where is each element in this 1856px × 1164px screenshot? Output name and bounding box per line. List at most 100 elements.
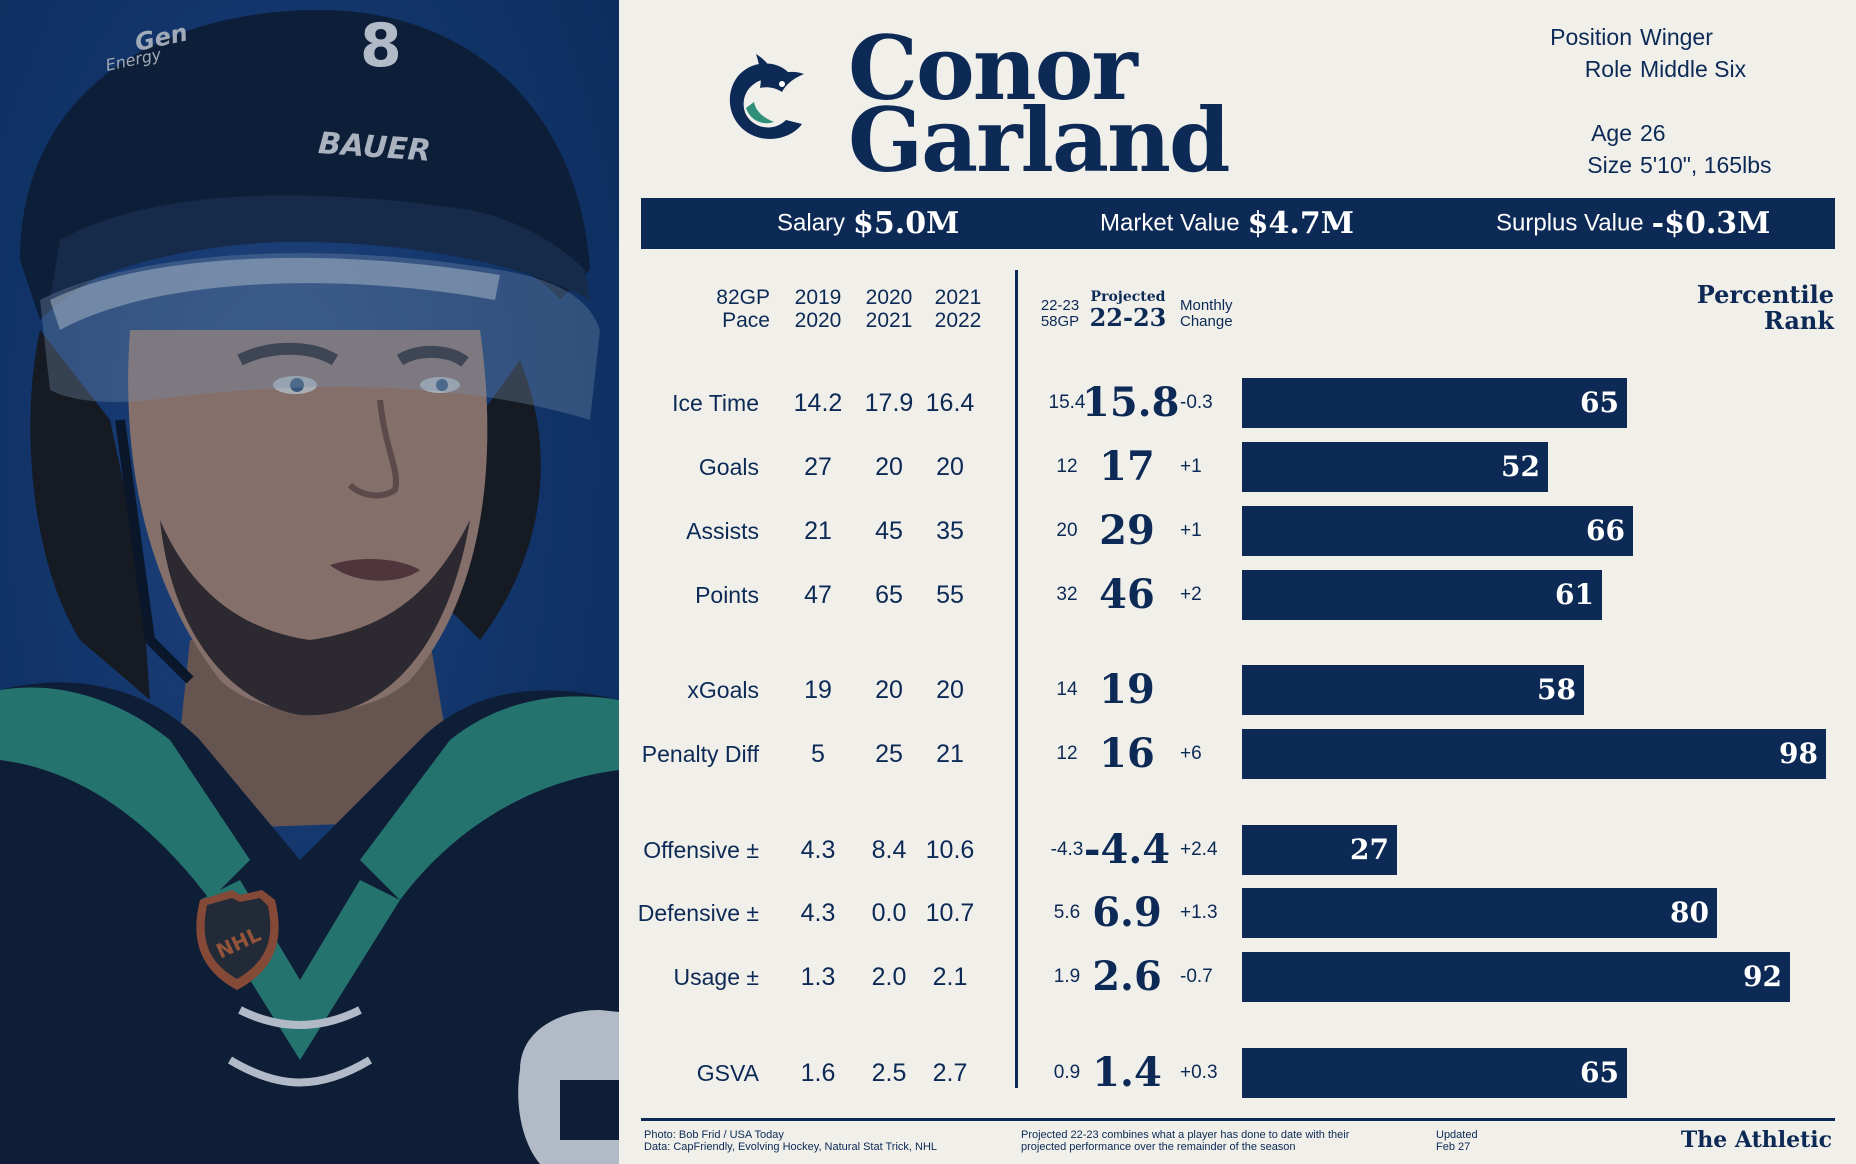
percentile-value: 52 (1501, 450, 1540, 483)
footer-updated-label: Updated (1436, 1129, 1478, 1141)
stat-projected: 6.9 (1092, 889, 1162, 936)
nhl-shield-icon: NHL (196, 890, 279, 990)
stat-row: Assists 21 45 35 20 29 +1 66 (0, 506, 1856, 556)
percentile-value: 80 (1670, 896, 1709, 929)
header-projected-small: Projected (1090, 289, 1166, 305)
position-label: Position (1550, 24, 1632, 50)
role-value: Middle Six (1640, 56, 1747, 82)
header-percentile-rank: Percentile Rank (1697, 282, 1834, 334)
salary-item: Salary $5.0M (777, 206, 959, 241)
stat-label: Defensive ± (637, 900, 759, 926)
footer-updated: Updated Feb 27 (1436, 1129, 1478, 1153)
stat-2019-2020: 4.3 (800, 899, 836, 927)
header-season-2019: 2019 2020 (783, 286, 853, 332)
stat-label: Penalty Diff (641, 741, 759, 767)
stat-current: 32 (1056, 584, 1078, 605)
stat-2020-2021: 20 (875, 676, 903, 704)
stat-row: xGoals 19 20 20 14 19 58 (0, 665, 1856, 715)
header-pace-line1: 82GP (716, 286, 770, 309)
stat-label: Assists (686, 518, 759, 544)
stat-2019-2020: 5 (811, 740, 825, 768)
stat-projected: 19 (1099, 666, 1155, 713)
stat-monthly-change: +1.3 (1180, 902, 1218, 923)
stat-2021-2022: 55 (936, 581, 964, 609)
percentile-bar: 92 (1242, 952, 1790, 1002)
stat-current: -4.3 (1050, 839, 1084, 860)
stat-current: 1.9 (1053, 966, 1081, 987)
stat-row: Offensive ± 4.3 8.4 10.6 -4.3 -4.4 +2.4 27 (0, 825, 1856, 875)
header-monthly-line2: Change (1180, 313, 1233, 330)
percentile-value: 58 (1537, 673, 1576, 706)
stat-row: Defensive ± 4.3 0.0 10.7 5.6 6.9 +1.3 80 (0, 888, 1856, 938)
stat-monthly-change: +2.4 (1180, 839, 1218, 860)
stat-2019-2020: 1.6 (800, 1059, 836, 1087)
header-current: 22-23 58GP (1030, 298, 1090, 330)
size-label: Size (1587, 152, 1632, 178)
percentile-bar: 66 (1242, 506, 1633, 556)
stat-current: 12 (1056, 743, 1078, 764)
stat-monthly-change: -0.7 (1180, 966, 1213, 987)
age-value: 26 (1640, 120, 1666, 146)
stat-2019-2020: 19 (804, 676, 832, 704)
size-value: 5'10", 165lbs (1640, 152, 1772, 178)
percentile-value: 65 (1580, 1056, 1619, 1089)
stat-row: Penalty Diff 5 25 21 12 16 +6 98 (0, 729, 1856, 779)
stat-current: 15.4 (1048, 392, 1086, 413)
header-season-2020: 2020 2021 (854, 286, 924, 332)
percentile-bar: 27 (1242, 825, 1397, 875)
percentile-value: 92 (1743, 960, 1782, 993)
header-projected: 22-23 (1089, 303, 1167, 332)
stat-2020-2021: 20 (875, 453, 903, 481)
header-season-2021-line2: 2022 (934, 309, 982, 332)
percentile-bar: 80 (1242, 888, 1717, 938)
header-pace-line2: Pace (722, 309, 770, 332)
percentile-bar: 65 (1242, 378, 1627, 428)
header-season-2021: 2021 2022 (923, 286, 993, 332)
percentile-value: 66 (1586, 514, 1625, 547)
stat-2020-2021: 17.9 (864, 389, 914, 417)
percentile-value: 27 (1350, 833, 1389, 866)
percentile-value: 61 (1555, 578, 1594, 611)
stat-projected: 15.8 (1082, 379, 1180, 426)
stat-label: Usage ± (673, 964, 760, 990)
stat-2021-2022: 10.7 (925, 899, 975, 927)
stat-2019-2020: 47 (804, 581, 832, 609)
player-last-name: Garland (848, 88, 1230, 192)
footer-note-line1: Projected 22-23 combines what a player h… (1021, 1129, 1350, 1141)
stat-monthly-change: -0.3 (1180, 392, 1213, 413)
salary-label: Salary (777, 209, 846, 237)
team-logo-icon (729, 54, 804, 139)
stat-current: 5.6 (1053, 902, 1081, 923)
percentile-value: 65 (1580, 386, 1619, 419)
stat-monthly-change: +6 (1180, 743, 1202, 764)
percentile-bar: 98 (1242, 729, 1826, 779)
market-value-item: Market Value $4.7M (1100, 206, 1354, 241)
header-season-2020-line2: 2021 (865, 309, 913, 332)
footer-credit-data: Data: CapFriendly, Evolving Hockey, Natu… (644, 1141, 938, 1153)
stat-label: Goals (698, 454, 759, 480)
player-photo: 8 BAUER Gen Energy NHL (0, 0, 619, 1164)
stat-projected: 1.4 (1092, 1049, 1162, 1096)
column-divider (1015, 270, 1018, 1088)
percentile-bar: 61 (1242, 570, 1602, 620)
percentile-bar: 58 (1242, 665, 1584, 715)
footer-note-line2: projected performance over the remainder… (1021, 1141, 1296, 1153)
header-monthly-line1: Monthly (1180, 297, 1233, 314)
stat-label: Ice Time (672, 390, 759, 416)
surplus-value-label: Surplus Value (1496, 209, 1644, 237)
header-season-2020-line1: 2020 (865, 286, 913, 309)
stat-projected: 17 (1099, 443, 1155, 490)
stat-2020-2021: 0.0 (871, 899, 907, 927)
header-season-2019-line2: 2020 (794, 309, 842, 332)
stat-2020-2021: 8.4 (871, 836, 907, 864)
stat-label: GSVA (696, 1060, 759, 1086)
surplus-value-item: Surplus Value -$0.3M (1496, 206, 1770, 241)
stat-2021-2022: 10.6 (925, 836, 975, 864)
stat-2021-2022: 2.7 (932, 1059, 968, 1087)
stat-monthly-change: +2 (1180, 584, 1202, 605)
stat-2020-2021: 25 (875, 740, 903, 768)
stat-2020-2021: 65 (875, 581, 903, 609)
stat-2021-2022: 20 (936, 676, 964, 704)
contract-bar: Salary $5.0M Market Value $4.7M Surplus Va… (641, 198, 1835, 249)
salary-value: $5.0M (853, 206, 960, 241)
